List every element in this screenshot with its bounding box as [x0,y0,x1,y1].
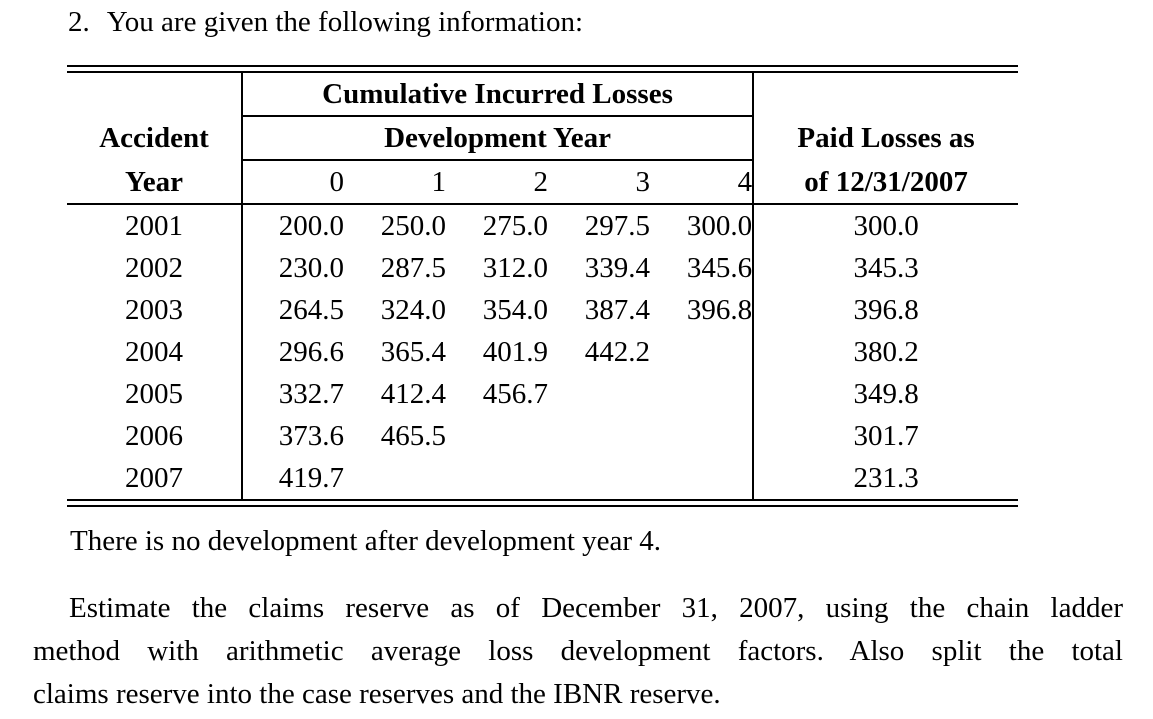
problem-number: 2. [68,6,90,38]
dev-cell: 345.6 [686,252,753,284]
accident-year-cell: 2004 [67,331,243,373]
dev-year-col-header: 3 [548,160,650,205]
dev-cell [650,373,753,415]
dev-cell: 387.4 [584,294,650,326]
paid-cell: 301.7 [752,415,1019,457]
paid-label-cell: Paid Losses as [752,116,1019,160]
dev-cell [548,373,650,415]
dev-cell: 296.6 [278,336,344,368]
dev-year-col-header: 4 [650,160,754,205]
dev-cell: 264.5 [278,294,344,326]
dev-cell: 354.0 [482,294,548,326]
task-paragraph: Estimate the claims reserve as of Decemb… [33,587,1123,716]
table-row: 2005 332.7 412.4 456.7 349.8 [67,373,1019,415]
dev-cell [650,457,753,499]
dev-cell: 412.4 [380,378,446,410]
accident-year-cell: 2003 [67,289,243,331]
dev-cell: 442.2 [584,336,650,368]
paid-cell: 349.8 [752,373,1019,415]
paid-cell: 300.0 [752,204,1019,247]
loss-development-table: Cumulative Incurred Losses Accident Deve… [67,73,1019,499]
table-row: 2004 296.6 365.4 401.9 442.2 380.2 [67,331,1019,373]
dev-year-col-header: 1 [344,160,446,205]
group-title-cell: Cumulative Incurred Losses [242,73,754,117]
header-row-group: Cumulative Incurred Losses [67,73,1019,117]
header-row-subgroup: Accident Development Year Paid Losses as [67,116,1019,161]
problem-statement: 2. You are given the following informatio… [68,4,583,40]
dev-cell: 456.7 [482,378,548,410]
accident-year-cell: 2002 [67,247,243,289]
dev-cell: 465.5 [380,420,446,452]
accident-year-cell: 2006 [67,415,243,457]
dev-cell [446,415,548,457]
dev-cell: 419.7 [278,462,344,494]
dev-cell: 300.0 [686,210,753,242]
task-line: method with arithmetic average loss deve… [33,635,1123,667]
table-row: 2006 373.6 465.5 301.7 [67,415,1019,457]
table-row: 2003 264.5 324.0 354.0 387.4 396.8 396.8 [67,289,1019,331]
empty-cell [752,73,1019,116]
table-top-double-rule [67,65,1018,73]
dev-cell: 324.0 [380,294,446,326]
dev-cell: 250.0 [380,210,446,242]
dev-cell [650,331,753,373]
dev-cell: 373.6 [278,420,344,452]
accident-year-cell: 2007 [67,457,243,499]
dev-cell [548,457,650,499]
dev-cell [446,457,548,499]
paid-label-cell-2: of 12/31/2007 [752,160,1019,205]
dev-cell: 287.5 [380,252,446,284]
dev-cell: 365.4 [380,336,446,368]
dev-cell: 297.5 [584,210,650,242]
accident-year-cell: 2005 [67,373,243,415]
dev-cell: 230.0 [278,252,344,284]
year-label-cell: Year [67,160,243,205]
dev-cell: 275.0 [482,210,548,242]
dev-cell: 200.0 [278,210,344,242]
paid-cell: 396.8 [752,289,1019,331]
subgroup-title-cell: Development Year [242,116,754,161]
dev-cell [548,415,650,457]
dev-cell [650,415,753,457]
dev-cell: 339.4 [584,252,650,284]
dev-cell [344,457,446,499]
dev-cell: 401.9 [482,336,548,368]
accident-label-cell: Accident [67,116,243,160]
table-row: 2001 200.0 250.0 275.0 297.5 300.0 300.0 [67,204,1019,247]
paid-cell: 380.2 [752,331,1019,373]
task-line: claims reserve into the case reserves an… [33,678,721,710]
empty-cell [67,73,243,116]
table-bottom-double-rule [67,499,1018,507]
header-row-devyears: Year 0 1 2 3 4 of 12/31/2007 [67,160,1019,205]
paid-cell: 231.3 [752,457,1019,499]
dev-year-col-header: 2 [446,160,548,205]
dev-cell: 396.8 [686,294,753,326]
note-text: There is no development after developmen… [70,525,662,557]
dev-cell: 312.0 [482,252,548,284]
table-row: 2002 230.0 287.5 312.0 339.4 345.6 345.3 [67,247,1019,289]
dev-year-col-header: 0 [242,160,344,205]
accident-year-cell: 2001 [67,204,243,247]
dev-cell: 332.7 [278,378,344,410]
table-row: 2007 419.7 231.3 [67,457,1019,499]
paid-cell: 345.3 [752,247,1019,289]
task-line: Estimate the claims reserve as of Decemb… [69,592,1123,624]
loss-table-block: Cumulative Incurred Losses Accident Deve… [67,65,1019,507]
problem-text: You are given the following information: [106,6,584,38]
